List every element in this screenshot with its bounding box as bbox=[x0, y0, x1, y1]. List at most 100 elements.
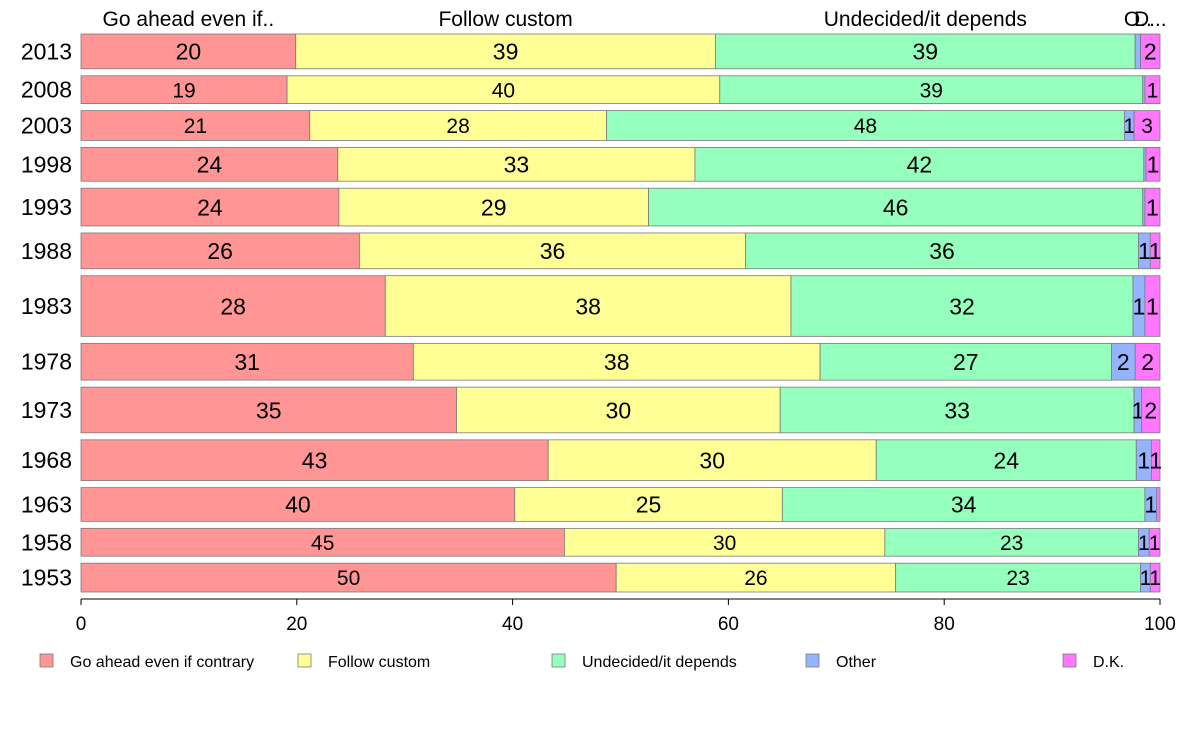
year-label: 2008 bbox=[21, 77, 72, 103]
series-header-2: Follow custom bbox=[438, 8, 572, 31]
bar-segment bbox=[456, 386, 781, 434]
bar-segment bbox=[790, 275, 1134, 337]
bar-value-label: 38 bbox=[575, 293, 601, 319]
bar-segment bbox=[80, 386, 457, 434]
bar-value-label: 1 bbox=[1149, 238, 1162, 264]
bar-value-label: 1 bbox=[1140, 567, 1152, 590]
bar-value-label: 1 bbox=[1146, 293, 1159, 319]
legend-label: Go ahead even if contrary bbox=[70, 654, 254, 671]
bar-segment bbox=[1134, 33, 1141, 70]
bar-value-label: 30 bbox=[699, 447, 725, 473]
bar-value-label: 35 bbox=[256, 397, 282, 423]
x-tick-label: 100 bbox=[1144, 614, 1176, 635]
bar-value-label: 36 bbox=[540, 238, 566, 264]
bar-segment bbox=[337, 147, 696, 182]
bar-value-label: 24 bbox=[993, 447, 1019, 473]
bar-value-label: 28 bbox=[220, 293, 246, 319]
bar-segment bbox=[781, 487, 1146, 522]
bar-value-label: 1 bbox=[1131, 397, 1144, 423]
bar-segment bbox=[1144, 275, 1161, 337]
bar-value-label: 25 bbox=[636, 492, 662, 518]
legend-label: Follow custom bbox=[328, 654, 430, 671]
bar-value-label: 27 bbox=[953, 349, 979, 375]
legend-label: D.K. bbox=[1093, 654, 1124, 671]
bar-value-label: 32 bbox=[949, 293, 975, 319]
year-label: 1973 bbox=[21, 397, 72, 423]
series-header-5: D... bbox=[1134, 8, 1167, 31]
bar-value-label: 30 bbox=[606, 397, 632, 423]
bar-segment bbox=[1141, 386, 1161, 434]
bar-value-label: 36 bbox=[929, 238, 955, 264]
bar-value-label: 1 bbox=[1144, 492, 1157, 518]
year-label: 1963 bbox=[21, 491, 72, 517]
bar-value-label: 1 bbox=[1149, 532, 1161, 555]
series-header-1: Go ahead even if.. bbox=[103, 8, 275, 31]
legend-swatch bbox=[1062, 653, 1077, 668]
bar-value-label: 26 bbox=[744, 567, 767, 590]
bar-segment bbox=[309, 110, 607, 141]
bar-segment bbox=[1149, 232, 1161, 270]
bar-segment bbox=[779, 386, 1135, 434]
legend: Go ahead even if contrary Follow custom Un… bbox=[39, 653, 1124, 671]
bar-value-label: 1 bbox=[1123, 115, 1135, 138]
bar-value-label: 33 bbox=[944, 397, 970, 423]
bar-segment bbox=[1133, 110, 1161, 141]
bar-value-label: 40 bbox=[285, 492, 311, 518]
bar-segment bbox=[819, 342, 1112, 381]
bar-segment bbox=[1134, 342, 1161, 381]
bar-value-label: 1 bbox=[1149, 567, 1161, 590]
bar-value-label: 29 bbox=[481, 194, 507, 220]
bar-value-label: 39 bbox=[920, 79, 943, 102]
year-label: 1993 bbox=[21, 194, 72, 220]
bar-value-label: 23 bbox=[1006, 567, 1029, 590]
bar-value-label: 1 bbox=[1149, 447, 1162, 473]
x-tick-label: 40 bbox=[502, 614, 523, 635]
bar-value-label: 46 bbox=[883, 194, 909, 220]
bar-value-label: 19 bbox=[172, 79, 195, 102]
bar-value-label: 2 bbox=[1141, 349, 1154, 375]
bar-value-label: 2 bbox=[1117, 349, 1130, 375]
bar-segment bbox=[514, 487, 783, 522]
bar-value-label: 21 bbox=[184, 115, 207, 138]
bar-segment bbox=[80, 147, 339, 182]
year-label: 1953 bbox=[21, 565, 72, 591]
bar-segment bbox=[295, 33, 716, 70]
bar-value-label: 31 bbox=[234, 349, 260, 375]
year-axis-labels: 2013 2008 2003 1998 1993 1988 1983 1978 1973 1968… bbox=[21, 38, 72, 590]
bar-segment bbox=[80, 562, 617, 593]
bar-value-label: 3 bbox=[1141, 115, 1153, 138]
bar-segment bbox=[338, 187, 649, 227]
bar-value-label: 1 bbox=[1147, 79, 1159, 102]
bar-value-label: 33 bbox=[504, 152, 530, 178]
year-label: 1983 bbox=[21, 293, 72, 319]
bar-segment bbox=[615, 562, 897, 593]
bar-value-label: 42 bbox=[907, 152, 933, 178]
bar-segment bbox=[1156, 487, 1161, 522]
legend-swatch bbox=[39, 653, 54, 668]
x-tick-label: 60 bbox=[718, 614, 739, 635]
bar-segment bbox=[80, 75, 288, 105]
bar-segment bbox=[547, 439, 877, 481]
series-header-4: O.. bbox=[1124, 8, 1152, 31]
year-label: 2003 bbox=[21, 113, 72, 139]
bar-segment bbox=[80, 487, 516, 522]
legend-swatch bbox=[805, 653, 820, 668]
bar-value-label: 24 bbox=[197, 194, 223, 220]
series-header-labels: Go ahead even if.. Follow custom Undecided… bbox=[103, 8, 1167, 31]
bar-segment bbox=[80, 187, 340, 227]
bar-segment bbox=[1145, 147, 1161, 182]
year-label: 1998 bbox=[21, 151, 72, 177]
bar-value-label: 2 bbox=[1144, 39, 1157, 65]
bar-value-label: 28 bbox=[446, 115, 469, 138]
series-header-3: Undecided/it depends bbox=[824, 8, 1027, 31]
x-tick-label: 20 bbox=[286, 614, 307, 635]
year-label: 1988 bbox=[21, 238, 72, 264]
bar-value-label: 39 bbox=[913, 39, 939, 65]
bar-value-label: 38 bbox=[604, 349, 630, 375]
bar-value-label: 1 bbox=[1138, 238, 1151, 264]
bar-segment bbox=[384, 275, 792, 337]
bar-segment bbox=[80, 232, 360, 270]
bar-segment bbox=[694, 147, 1145, 182]
bar-value-label: 39 bbox=[493, 39, 519, 65]
